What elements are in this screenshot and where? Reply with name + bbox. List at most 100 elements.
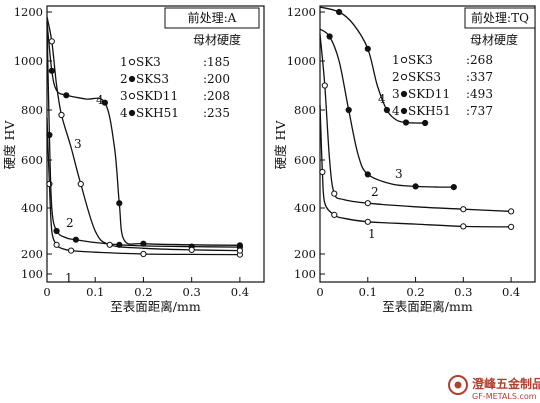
y-tick-label: 200: [21, 247, 43, 261]
data-point: [48, 67, 55, 74]
data-point: [63, 92, 70, 99]
legend-base-hardness: :200: [203, 72, 230, 86]
data-point: [77, 180, 84, 188]
x-axis-label: 至表面距离/mm: [110, 299, 201, 314]
series-line: [46, 21, 240, 246]
legend-number: 2: [120, 72, 128, 86]
y-tick-label: 100: [21, 267, 43, 281]
series-line: [319, 6, 426, 124]
curve-number-label: 3: [74, 137, 82, 151]
series-skd11: [319, 28, 457, 191]
series-line: [319, 33, 512, 213]
watermark-emblem-icon: [448, 375, 468, 395]
data-point: [331, 211, 338, 218]
pretreatment-title: 前处理:TQ: [471, 10, 529, 25]
pretreatment-title: 前处理:A: [188, 10, 237, 25]
curve-number-label: 3: [395, 167, 403, 181]
legend-base-hardness: :268: [466, 53, 493, 67]
legend-steel-grade: SK3: [136, 55, 161, 69]
data-point: [345, 106, 352, 114]
y-tick-label: 400: [21, 201, 43, 215]
series-skh51: [319, 6, 429, 127]
x-tick-label: 0: [316, 285, 323, 299]
curve-number-label: 2: [66, 216, 74, 230]
left-chart-panel: 100 200 400 600 800 1000 1200 0 0.1 0.2 0.3 0.4 至表面距…: [2, 5, 265, 314]
x-tick-label: 0.3: [183, 285, 201, 299]
data-point: [188, 246, 195, 253]
y-tick-label: 600: [21, 153, 43, 167]
data-point: [236, 242, 243, 249]
data-point: [236, 247, 243, 254]
series-sk3: [319, 105, 515, 230]
x-tick-label: 0.1: [359, 285, 377, 299]
legend-marker: [128, 75, 136, 83]
curve-number-label: 1: [368, 227, 376, 241]
data-point: [402, 119, 410, 126]
series-line: [319, 28, 454, 188]
series-line: [46, 117, 240, 256]
x-tick-label: 0.1: [86, 285, 104, 299]
data-point: [364, 218, 371, 225]
plot-frame: [319, 5, 536, 283]
base-hardness-heading: 母材硬度: [193, 32, 241, 47]
legend-number: 1: [392, 53, 400, 67]
series-skh51: [46, 21, 243, 249]
data-point: [450, 184, 457, 191]
y-axis-label: 硬度 HV: [2, 120, 17, 170]
legend-steel-grade: SKH51: [408, 104, 451, 118]
data-point: [140, 240, 147, 247]
legend-base-hardness: :235: [203, 106, 230, 120]
legend-number: 4: [120, 106, 128, 120]
curve-number-label: 2: [371, 185, 379, 199]
data-point: [422, 119, 429, 127]
legend-steel-grade: SKH51: [136, 106, 179, 120]
data-point: [508, 223, 515, 230]
legend-base-hardness: :737: [466, 104, 493, 118]
x-tick-label: 0.4: [502, 285, 520, 299]
data-point: [116, 200, 123, 207]
y-tick-label: 100: [294, 267, 316, 281]
x-tick-label: 0.2: [406, 285, 424, 299]
legend-marker: [128, 58, 136, 66]
series-line: [46, 16, 240, 252]
data-point: [460, 223, 467, 230]
legend-base-hardness: :208: [203, 89, 230, 103]
watermark-logo: 澄峰五金制品 GF-METALS.com: [448, 375, 540, 401]
data-point: [508, 208, 515, 215]
legend-steel-grade: SKD11: [408, 87, 450, 101]
data-point: [326, 33, 333, 40]
legend-number: 3: [392, 87, 400, 101]
x-tick-label: 0.2: [134, 285, 152, 299]
data-point: [336, 8, 343, 16]
data-point: [383, 106, 390, 114]
data-point: [46, 131, 53, 139]
legend-steel-grade: SK3: [408, 53, 433, 67]
curve-number-label: 1: [65, 271, 73, 285]
legend-steel-grade: SKS3: [136, 72, 169, 86]
data-point: [364, 45, 371, 52]
data-point: [101, 99, 109, 106]
x-tick-label: 0.4: [231, 285, 249, 299]
data-point: [72, 236, 80, 243]
legend-base-hardness: :185: [203, 55, 230, 69]
data-point: [53, 241, 60, 248]
y-tick-label: 1200: [287, 5, 316, 19]
data-point: [53, 227, 60, 235]
data-point: [460, 206, 467, 213]
y-tick-label: 800: [294, 103, 316, 117]
watermark-url: GF-METALS.com: [472, 392, 537, 401]
right-chart-panel: 100 200 400 600 800 1000 1200 0 0.1 0.2 0.3 0.4 至表面距…: [273, 5, 536, 314]
curve-number-label: 4: [378, 92, 386, 106]
data-point: [68, 247, 75, 254]
data-point: [319, 168, 326, 176]
legend-number: 1: [120, 55, 128, 69]
data-point: [140, 250, 147, 258]
plot-frame: [46, 5, 265, 283]
y-axis-label: 硬度 HV: [273, 120, 288, 170]
curve-number-label: 4: [96, 93, 104, 107]
data-point: [331, 190, 338, 197]
series-line: [319, 105, 512, 228]
legend-number: 3: [120, 89, 128, 103]
y-tick-label: 200: [294, 247, 316, 261]
